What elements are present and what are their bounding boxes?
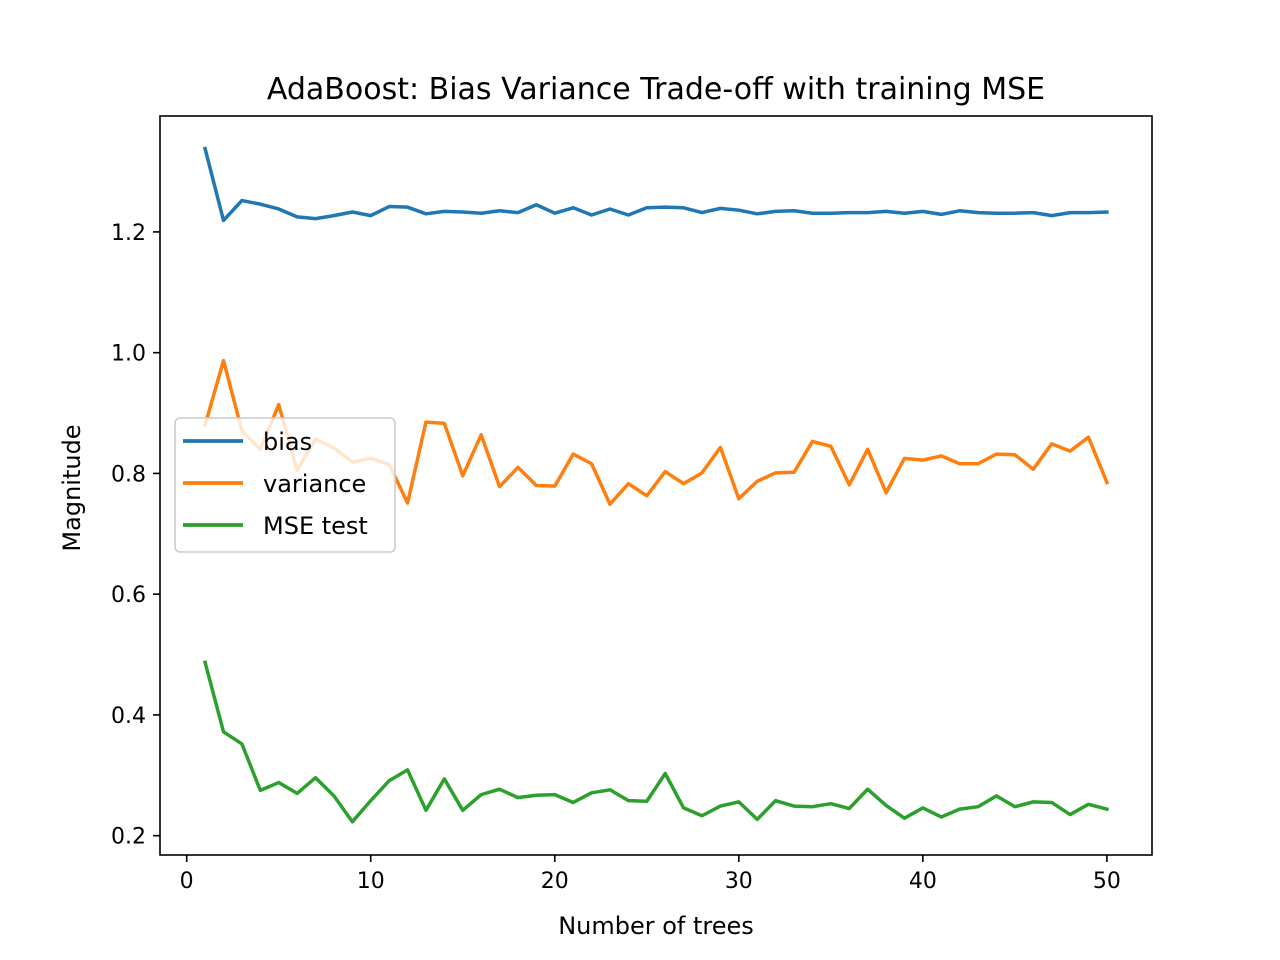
y-tick-label: 0.2 (111, 825, 146, 850)
x-tick-label: 30 (725, 869, 753, 894)
plot-frame (159, 115, 1153, 856)
y-tick-label: 0.6 (111, 583, 146, 608)
x-axis-ticks: 0 10 20 30 40 50 (180, 855, 1121, 894)
y-axis-label: Magnitude (58, 424, 86, 551)
legend: bias variance MSE test (174, 417, 396, 553)
legend-label-mse-test: MSE test (263, 512, 368, 540)
x-tick-label: 50 (1093, 869, 1121, 894)
y-tick-label: 1.2 (111, 221, 146, 246)
x-tick-label: 20 (541, 869, 569, 894)
legend-label-bias: bias (263, 428, 312, 456)
y-tick-label: 1.0 (111, 342, 146, 367)
series-line-mse-test (202, 660, 1110, 824)
x-tick-label: 10 (357, 869, 385, 894)
series-line-bias (202, 146, 1109, 223)
x-tick-label: 40 (909, 869, 937, 894)
x-tick-label: 0 (180, 869, 194, 894)
legend-label-variance: variance (263, 470, 366, 498)
y-axis-ticks: 0.2 0.4 0.6 0.8 1.0 1.2 (111, 221, 160, 850)
y-tick-label: 0.4 (111, 704, 146, 729)
legend-box (174, 417, 396, 553)
y-tick-label: 0.8 (111, 462, 146, 487)
x-axis-label: Number of trees (558, 912, 754, 940)
chart-title: AdaBoost: Bias Variance Trade-off with t… (267, 72, 1045, 107)
